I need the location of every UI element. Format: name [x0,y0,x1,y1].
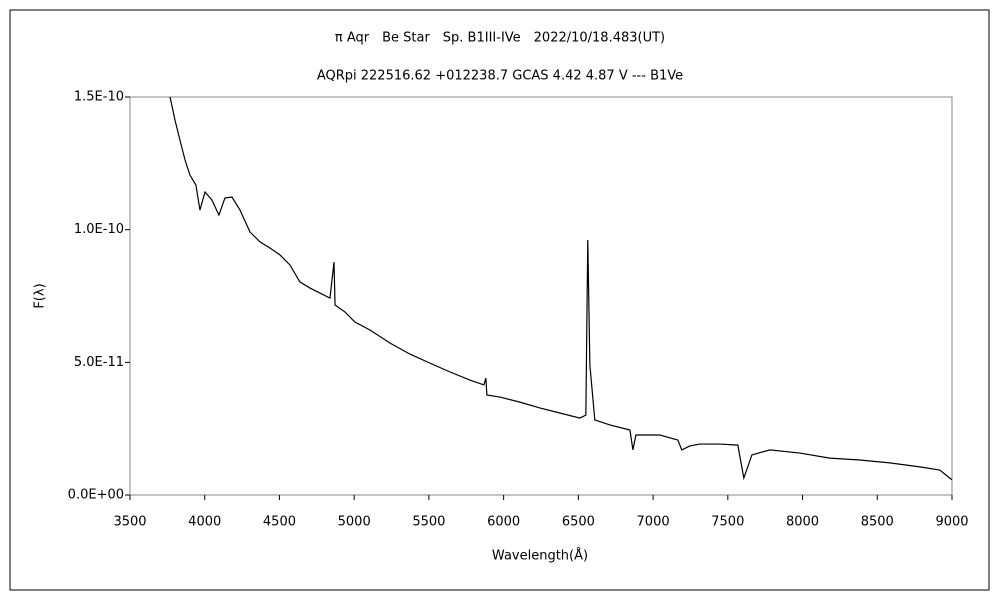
x-tick-label: 5500 [412,515,445,530]
plot-area [129,96,953,496]
chart-title: π Aqr Be Star Sp. B1III-IVe 2022/10/18.4… [335,31,665,46]
chart-subtitle: AQRpi 222516.62 +012238.7 GCAS 4.42 4.87… [317,69,683,84]
x-tick-label: 7500 [711,515,744,530]
x-tick-label: 8000 [786,515,819,530]
chart-frame [9,9,990,591]
y-tick-label: 5.0E-11 [74,355,124,370]
x-tick-label: 9000 [935,515,968,530]
x-tick-label: 6500 [562,515,595,530]
x-tick-label: 7000 [637,515,670,530]
y-tick-label: 0.0E+00 [68,488,124,503]
x-tick-label: 6000 [487,515,520,530]
x-tick-label: 4000 [188,515,221,530]
x-tick-label: 5000 [338,515,371,530]
y-tick-label: 1.5E-10 [74,90,124,105]
x-tick-label: 4500 [263,515,296,530]
spectrum-line [169,96,953,481]
y-tick-label: 1.0E-10 [74,222,124,237]
y-axis-label: F(λ) [33,283,48,308]
x-tick-label: 3500 [113,515,146,530]
x-axis-label: Wavelength(Å) [492,548,588,564]
x-tick-label: 8500 [861,515,894,530]
